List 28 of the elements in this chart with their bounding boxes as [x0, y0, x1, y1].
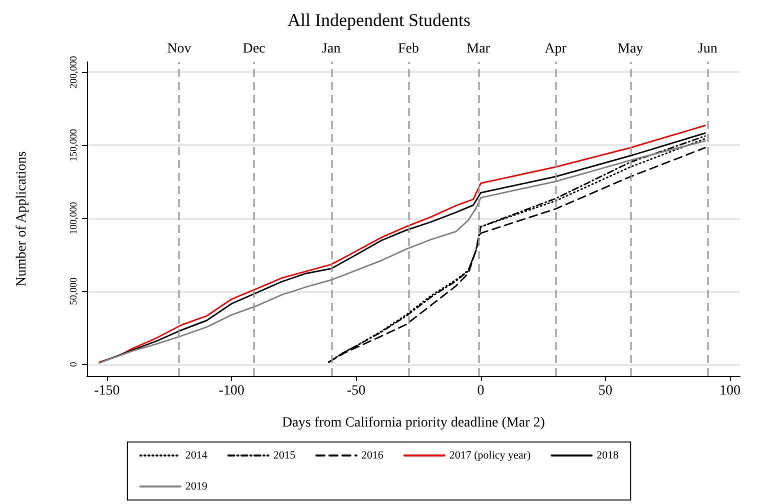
- x-tick-label: -50: [346, 384, 366, 398]
- ref-line-label: Jan: [322, 42, 341, 56]
- legend-label: 2017 (policy year): [449, 450, 531, 462]
- ref-line-label: Jun: [698, 42, 718, 56]
- legend-label: 2019: [185, 480, 208, 492]
- y-tick-label: 150,000: [68, 128, 80, 162]
- x-tick-label: 0: [477, 384, 484, 398]
- legend-label: 2018: [596, 450, 620, 462]
- y-tick-label: 200,000: [68, 56, 80, 88]
- y-tick-label: 100,000: [68, 202, 80, 235]
- ref-line-label: Dec: [242, 42, 266, 56]
- ref-line-label: Mar: [466, 42, 490, 56]
- legend-label: 2016: [361, 450, 384, 462]
- x-tick-label: 50: [598, 384, 612, 398]
- y-axis-title: Number of Applications: [14, 151, 30, 287]
- x-tick-label: -100: [218, 384, 244, 398]
- chart-title: All Independent Students: [288, 10, 470, 30]
- legend-label: 2014: [185, 450, 208, 462]
- x-tick-label: -150: [94, 384, 120, 398]
- ref-line-label: May: [618, 42, 644, 56]
- y-tick-label: 0: [68, 362, 80, 367]
- x-tick-label: 100: [720, 384, 741, 398]
- x-axis-title: Days from California priority deadline (Mar 2): [282, 416, 546, 430]
- ref-line-label: Nov: [167, 42, 192, 56]
- y-tick-label: 50,000: [68, 278, 80, 306]
- ref-line-label: Apr: [544, 42, 567, 56]
- legend-label: 2015: [273, 450, 296, 462]
- ref-line-label: Feb: [398, 42, 420, 56]
